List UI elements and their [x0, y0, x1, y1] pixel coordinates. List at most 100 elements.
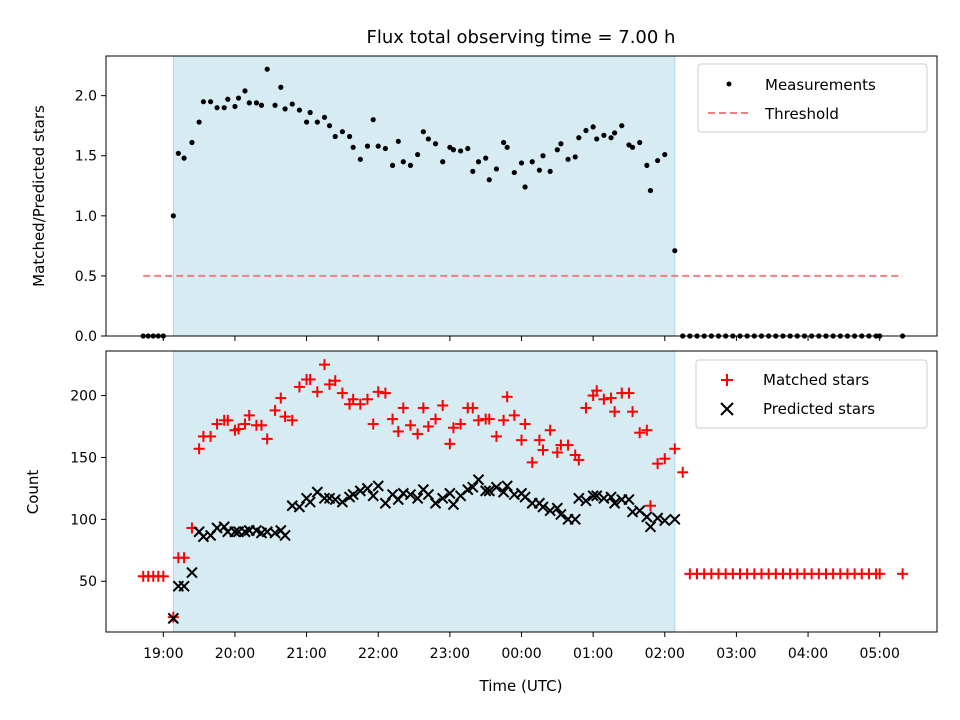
x-tick-label: 01:00	[573, 646, 613, 662]
matched-star-point	[243, 409, 255, 421]
predicted-star-point	[623, 493, 635, 506]
matched-star-point	[324, 378, 336, 390]
matched-star-point	[634, 427, 646, 439]
measurement-point	[619, 123, 625, 129]
measurement-point	[536, 167, 543, 173]
matched-star-point	[444, 438, 456, 450]
measurement-point	[332, 133, 338, 140]
measurement-point	[246, 100, 252, 106]
matched-star-point	[222, 414, 234, 426]
measurement-point	[594, 136, 600, 142]
matched-star-point	[467, 402, 479, 414]
matched-star-point	[677, 466, 689, 478]
measurement-point	[601, 132, 607, 138]
measurement-point	[612, 130, 618, 136]
matched-star-point	[508, 409, 520, 421]
matched-star-point	[591, 385, 603, 397]
predicted-star-point	[318, 492, 331, 505]
measurement-point	[518, 160, 525, 166]
measurement-point	[395, 138, 401, 144]
matched-star-point	[430, 413, 442, 425]
predicted-star-point	[293, 501, 306, 513]
measurement-point	[470, 168, 476, 174]
measurement-point	[314, 119, 320, 125]
predicted-star-point	[329, 493, 341, 506]
predicted-star-point	[269, 527, 281, 539]
matched-star-point	[412, 428, 424, 440]
measurement-point	[264, 66, 270, 72]
measurement-point	[432, 141, 439, 147]
y-tick-label: 50	[79, 574, 97, 590]
matched-star-point	[417, 402, 429, 414]
matched-star-point	[623, 387, 635, 399]
predicted-star-point	[279, 529, 291, 542]
matched-star-point	[286, 414, 298, 426]
measurement-point	[350, 144, 356, 150]
matched-star-point	[255, 419, 267, 431]
y-tick-label: 150	[70, 450, 97, 466]
x-tick-label: 02:00	[645, 646, 685, 662]
measurement-point	[572, 154, 578, 160]
measurement-point	[407, 162, 414, 168]
measurement-point	[522, 184, 528, 190]
matched-star-point	[669, 443, 681, 455]
matched-star-point	[473, 414, 485, 426]
measurement-point	[400, 159, 406, 165]
measurement-point	[554, 147, 560, 153]
measurement-point	[235, 95, 242, 101]
predicted-star-point	[587, 490, 599, 502]
matched-star-point	[483, 413, 495, 425]
matched-star-point	[598, 393, 610, 405]
x-tick-label: 21:00	[286, 646, 326, 662]
matched-star-point	[537, 444, 549, 456]
predicted-star-point	[544, 504, 556, 517]
matched-star-point	[233, 423, 245, 435]
predicted-star-point	[436, 492, 449, 505]
measurement-point	[590, 124, 596, 130]
measurement-point	[346, 133, 353, 140]
measurement-point	[629, 144, 636, 150]
predicted-star-point	[229, 526, 241, 538]
matched-star-point	[498, 414, 510, 426]
predicted-star-point	[659, 514, 671, 527]
matched-star-point	[275, 392, 287, 404]
predicted-star-point	[379, 497, 392, 509]
measurement-point	[644, 162, 650, 168]
measurement-point	[326, 123, 333, 129]
predicted-star-point	[497, 486, 510, 498]
predicted-star-point	[591, 490, 603, 502]
measurement-point	[370, 117, 376, 123]
legend-measurements-marker	[726, 81, 732, 87]
matched-star-point	[392, 425, 404, 437]
counts-panel: 50 100 150 200 19:00 20:00 21:00 22:00 23:00 00:0…	[24, 350, 938, 662]
predicted-star-point	[367, 490, 379, 502]
measurement-point	[458, 148, 464, 154]
x-tick-label: 19:00	[143, 646, 183, 662]
matched-star-point	[361, 393, 373, 405]
matched-star-point	[157, 570, 169, 582]
measurement-point	[278, 84, 284, 90]
measurement-point	[493, 166, 500, 172]
measurement-point	[440, 159, 446, 165]
measurement-point	[415, 151, 421, 158]
measurement-point	[450, 147, 457, 153]
measurement-point	[420, 129, 426, 135]
measurement-point	[200, 99, 207, 105]
predicted-star-point	[422, 488, 435, 501]
matched-star-point	[580, 402, 592, 414]
ratio-legend: Measurements Threshold	[697, 63, 928, 133]
y-tick-label: 1.0	[75, 209, 97, 225]
matched-star-point	[336, 387, 348, 399]
ratio-ticks: 0.0 0.5 1.0 1.5 2.0	[75, 89, 881, 345]
measurement-point	[382, 145, 388, 152]
x-tick-label: 00:00	[501, 646, 541, 662]
measurement-point	[637, 139, 643, 146]
predicted-star-point	[447, 498, 460, 511]
matched-star-point	[652, 458, 664, 470]
predicted-star-point	[608, 497, 621, 509]
measurement-point	[207, 99, 214, 105]
predicted-star-point	[479, 485, 492, 497]
y-tick-label: 0.0	[75, 329, 97, 345]
measurement-point	[486, 177, 492, 183]
measurement-point	[225, 96, 231, 102]
